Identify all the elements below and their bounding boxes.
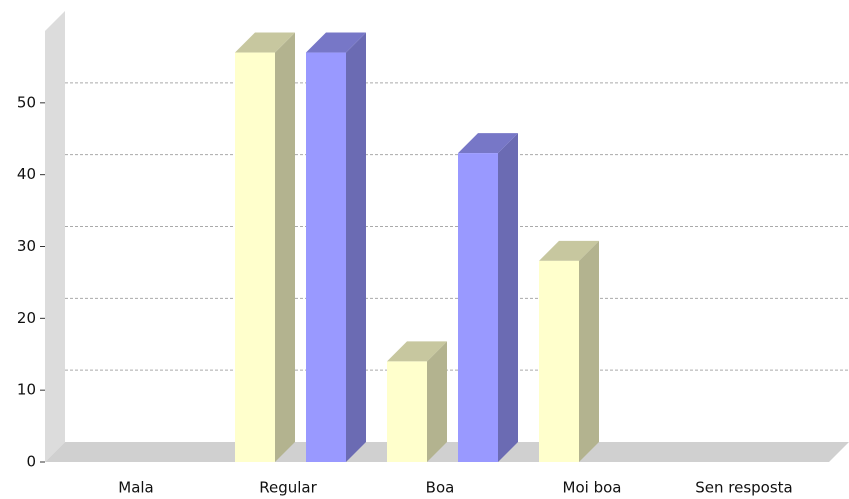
x-tick-label: Sen resposta bbox=[695, 479, 793, 497]
bar-top bbox=[306, 32, 366, 53]
bar bbox=[306, 52, 346, 463]
bar bbox=[458, 153, 498, 462]
bar bbox=[387, 361, 427, 462]
x-tick-label: Mala bbox=[118, 479, 154, 497]
y-tick-label: 30 bbox=[17, 237, 36, 255]
bar bbox=[539, 260, 579, 462]
bar-side bbox=[346, 32, 366, 463]
bar-side bbox=[427, 341, 447, 462]
y-tick-label: 0 bbox=[26, 453, 36, 471]
y-tick-label: 40 bbox=[17, 165, 36, 183]
bar-side bbox=[579, 240, 599, 462]
y-tick-label: 10 bbox=[17, 381, 36, 399]
x-tick-label: Boa bbox=[426, 479, 455, 497]
x-tick-label: Moi boa bbox=[563, 479, 622, 497]
bar-side bbox=[275, 32, 295, 463]
bar-top bbox=[458, 133, 518, 154]
bar-top bbox=[235, 32, 295, 53]
bar-side bbox=[498, 133, 518, 462]
bar bbox=[235, 52, 275, 463]
x-tick-label: Regular bbox=[259, 479, 317, 497]
left-wall bbox=[45, 11, 65, 462]
y-tick-label: 20 bbox=[17, 309, 36, 327]
bar-top bbox=[387, 341, 447, 362]
bar-top bbox=[539, 240, 599, 261]
y-tick-label: 50 bbox=[17, 93, 36, 111]
floor bbox=[45, 442, 849, 462]
